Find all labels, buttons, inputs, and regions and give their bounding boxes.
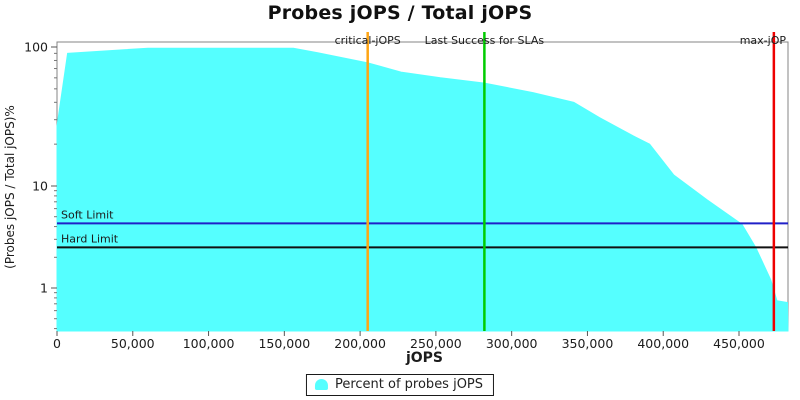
soft-limit-label: Soft Limit	[61, 208, 114, 221]
y-tick-label: 100	[24, 40, 48, 55]
x-tick-label: 400,000	[637, 336, 689, 351]
legend-area-marker	[314, 379, 328, 390]
x-tick-label: 450,000	[713, 336, 765, 351]
x-tick-label: 300,000	[486, 336, 538, 351]
x-tick-label: 350,000	[562, 336, 614, 351]
area-series-percent-of-probes-jops	[56, 47, 789, 332]
x-axis-title: jOPS	[405, 350, 443, 366]
x-tick-label: 100,000	[183, 336, 235, 351]
y-axis-title: (Probes jOPS / Total jOPS)%	[3, 105, 17, 269]
y-tick-label: 1	[40, 281, 48, 296]
x-tick-label: 250,000	[410, 336, 462, 351]
hard-limit-label: Hard Limit	[61, 232, 119, 245]
x-tick-label: 150,000	[258, 336, 310, 351]
max-jop-label: max-jOP	[740, 34, 787, 47]
chart-title: Probes jOPS / Total jOPS	[267, 2, 533, 24]
critical-jops-label: critical-jOPS	[335, 34, 401, 47]
legend: Percent of probes jOPS	[305, 374, 495, 396]
x-tick-label: 200,000	[334, 336, 386, 351]
x-tick-label: 0	[53, 336, 61, 351]
last-success-for-slas-label: Last Success for SLAs	[425, 34, 545, 47]
legend-label: Percent of probes jOPS	[334, 377, 484, 392]
y-tick-label: 10	[32, 179, 48, 194]
x-tick-label: 50,000	[111, 336, 155, 351]
